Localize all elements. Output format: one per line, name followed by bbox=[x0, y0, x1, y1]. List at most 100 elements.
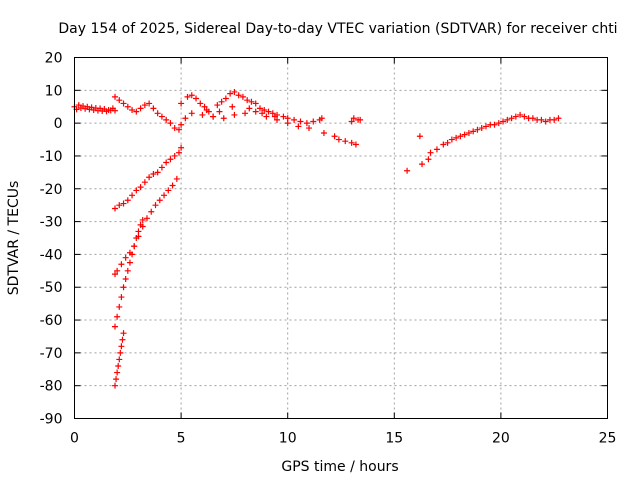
data-point bbox=[124, 103, 131, 110]
data-point bbox=[141, 102, 148, 109]
data-point bbox=[331, 133, 338, 140]
data-point bbox=[229, 103, 236, 110]
data-point bbox=[297, 118, 304, 125]
data-point bbox=[444, 139, 451, 146]
series-late-morning-scatter bbox=[318, 115, 364, 148]
data-point bbox=[235, 92, 242, 99]
data-point bbox=[114, 313, 121, 320]
data-point bbox=[163, 116, 170, 123]
data-point bbox=[158, 113, 165, 120]
data-point bbox=[188, 110, 195, 117]
data-point bbox=[504, 116, 511, 123]
series-midday-cluster bbox=[178, 88, 323, 132]
data-point bbox=[163, 159, 170, 166]
data-point bbox=[137, 184, 144, 191]
data-point bbox=[124, 267, 131, 274]
data-point bbox=[239, 93, 246, 100]
data-point bbox=[244, 97, 251, 104]
data-point bbox=[129, 251, 136, 258]
x-tick-label: 25 bbox=[599, 431, 617, 447]
data-point bbox=[231, 88, 238, 95]
data-point bbox=[203, 107, 210, 114]
data-point bbox=[256, 105, 263, 112]
data-point bbox=[457, 133, 464, 140]
data-point bbox=[167, 156, 174, 163]
data-point bbox=[199, 111, 206, 118]
data-point bbox=[500, 118, 507, 125]
y-tick-label: -70 bbox=[40, 346, 63, 362]
data-point bbox=[178, 144, 185, 151]
data-point bbox=[137, 105, 144, 112]
data-point bbox=[210, 113, 217, 120]
data-point bbox=[141, 179, 148, 186]
data-point bbox=[143, 215, 150, 222]
data-point bbox=[116, 97, 123, 104]
series-arc-3-rising bbox=[112, 175, 180, 278]
plot-frame bbox=[74, 57, 608, 419]
data-point bbox=[114, 369, 121, 376]
data-point bbox=[116, 202, 123, 209]
data-point bbox=[120, 200, 127, 207]
x-tick-label: 20 bbox=[492, 431, 510, 447]
data-point bbox=[146, 100, 153, 107]
data-point bbox=[82, 105, 89, 112]
data-point bbox=[133, 187, 140, 194]
data-point bbox=[248, 98, 255, 105]
data-point bbox=[222, 95, 229, 102]
data-points bbox=[71, 88, 562, 389]
data-point bbox=[280, 113, 287, 120]
data-point bbox=[220, 115, 227, 122]
data-point bbox=[274, 116, 281, 123]
y-tick-label: -40 bbox=[40, 247, 63, 263]
data-point bbox=[508, 115, 515, 122]
data-point bbox=[178, 100, 185, 107]
data-point bbox=[112, 271, 119, 278]
data-point bbox=[86, 106, 93, 113]
data-point bbox=[357, 116, 364, 123]
data-point bbox=[335, 136, 342, 143]
data-point bbox=[404, 167, 411, 174]
y-tick-label: 0 bbox=[54, 116, 63, 132]
y-tick-label: -10 bbox=[40, 149, 63, 165]
y-tick-label: 10 bbox=[45, 83, 63, 99]
data-point bbox=[119, 336, 126, 343]
data-point bbox=[103, 108, 110, 115]
data-point bbox=[113, 376, 120, 383]
series-early-baseline bbox=[71, 102, 119, 115]
data-point bbox=[115, 362, 122, 369]
data-point bbox=[158, 164, 165, 171]
data-point bbox=[137, 221, 144, 228]
y-tick-label: -80 bbox=[40, 379, 63, 395]
data-point bbox=[178, 121, 185, 128]
data-point bbox=[112, 93, 119, 100]
data-point bbox=[112, 382, 119, 389]
tick-labels: 0 5 10 15 20 25 -90 -80 -70 -60 -50 -40 -30 -20 -10 0 10… bbox=[40, 51, 617, 447]
data-point bbox=[120, 330, 127, 337]
data-point bbox=[122, 254, 129, 261]
series-afternoon-arc bbox=[404, 111, 562, 174]
data-point bbox=[310, 118, 317, 125]
data-point bbox=[112, 323, 119, 330]
series-arc-2-rising bbox=[112, 144, 185, 212]
data-point bbox=[161, 192, 168, 199]
data-point bbox=[112, 205, 119, 212]
data-point bbox=[350, 115, 357, 122]
data-point bbox=[135, 228, 142, 235]
data-point bbox=[306, 125, 313, 132]
data-point bbox=[175, 149, 182, 156]
data-point bbox=[291, 116, 298, 123]
data-point bbox=[320, 129, 327, 136]
data-point bbox=[154, 110, 161, 117]
data-point bbox=[263, 113, 270, 120]
data-point bbox=[216, 108, 223, 115]
data-point bbox=[150, 105, 157, 112]
x-tick-label: 15 bbox=[385, 431, 403, 447]
data-point bbox=[188, 92, 195, 99]
data-point bbox=[175, 126, 182, 133]
data-point bbox=[246, 105, 253, 112]
data-point bbox=[173, 175, 180, 182]
data-point bbox=[318, 115, 325, 122]
data-point bbox=[453, 134, 460, 141]
data-point bbox=[107, 107, 114, 114]
data-point bbox=[169, 182, 176, 189]
